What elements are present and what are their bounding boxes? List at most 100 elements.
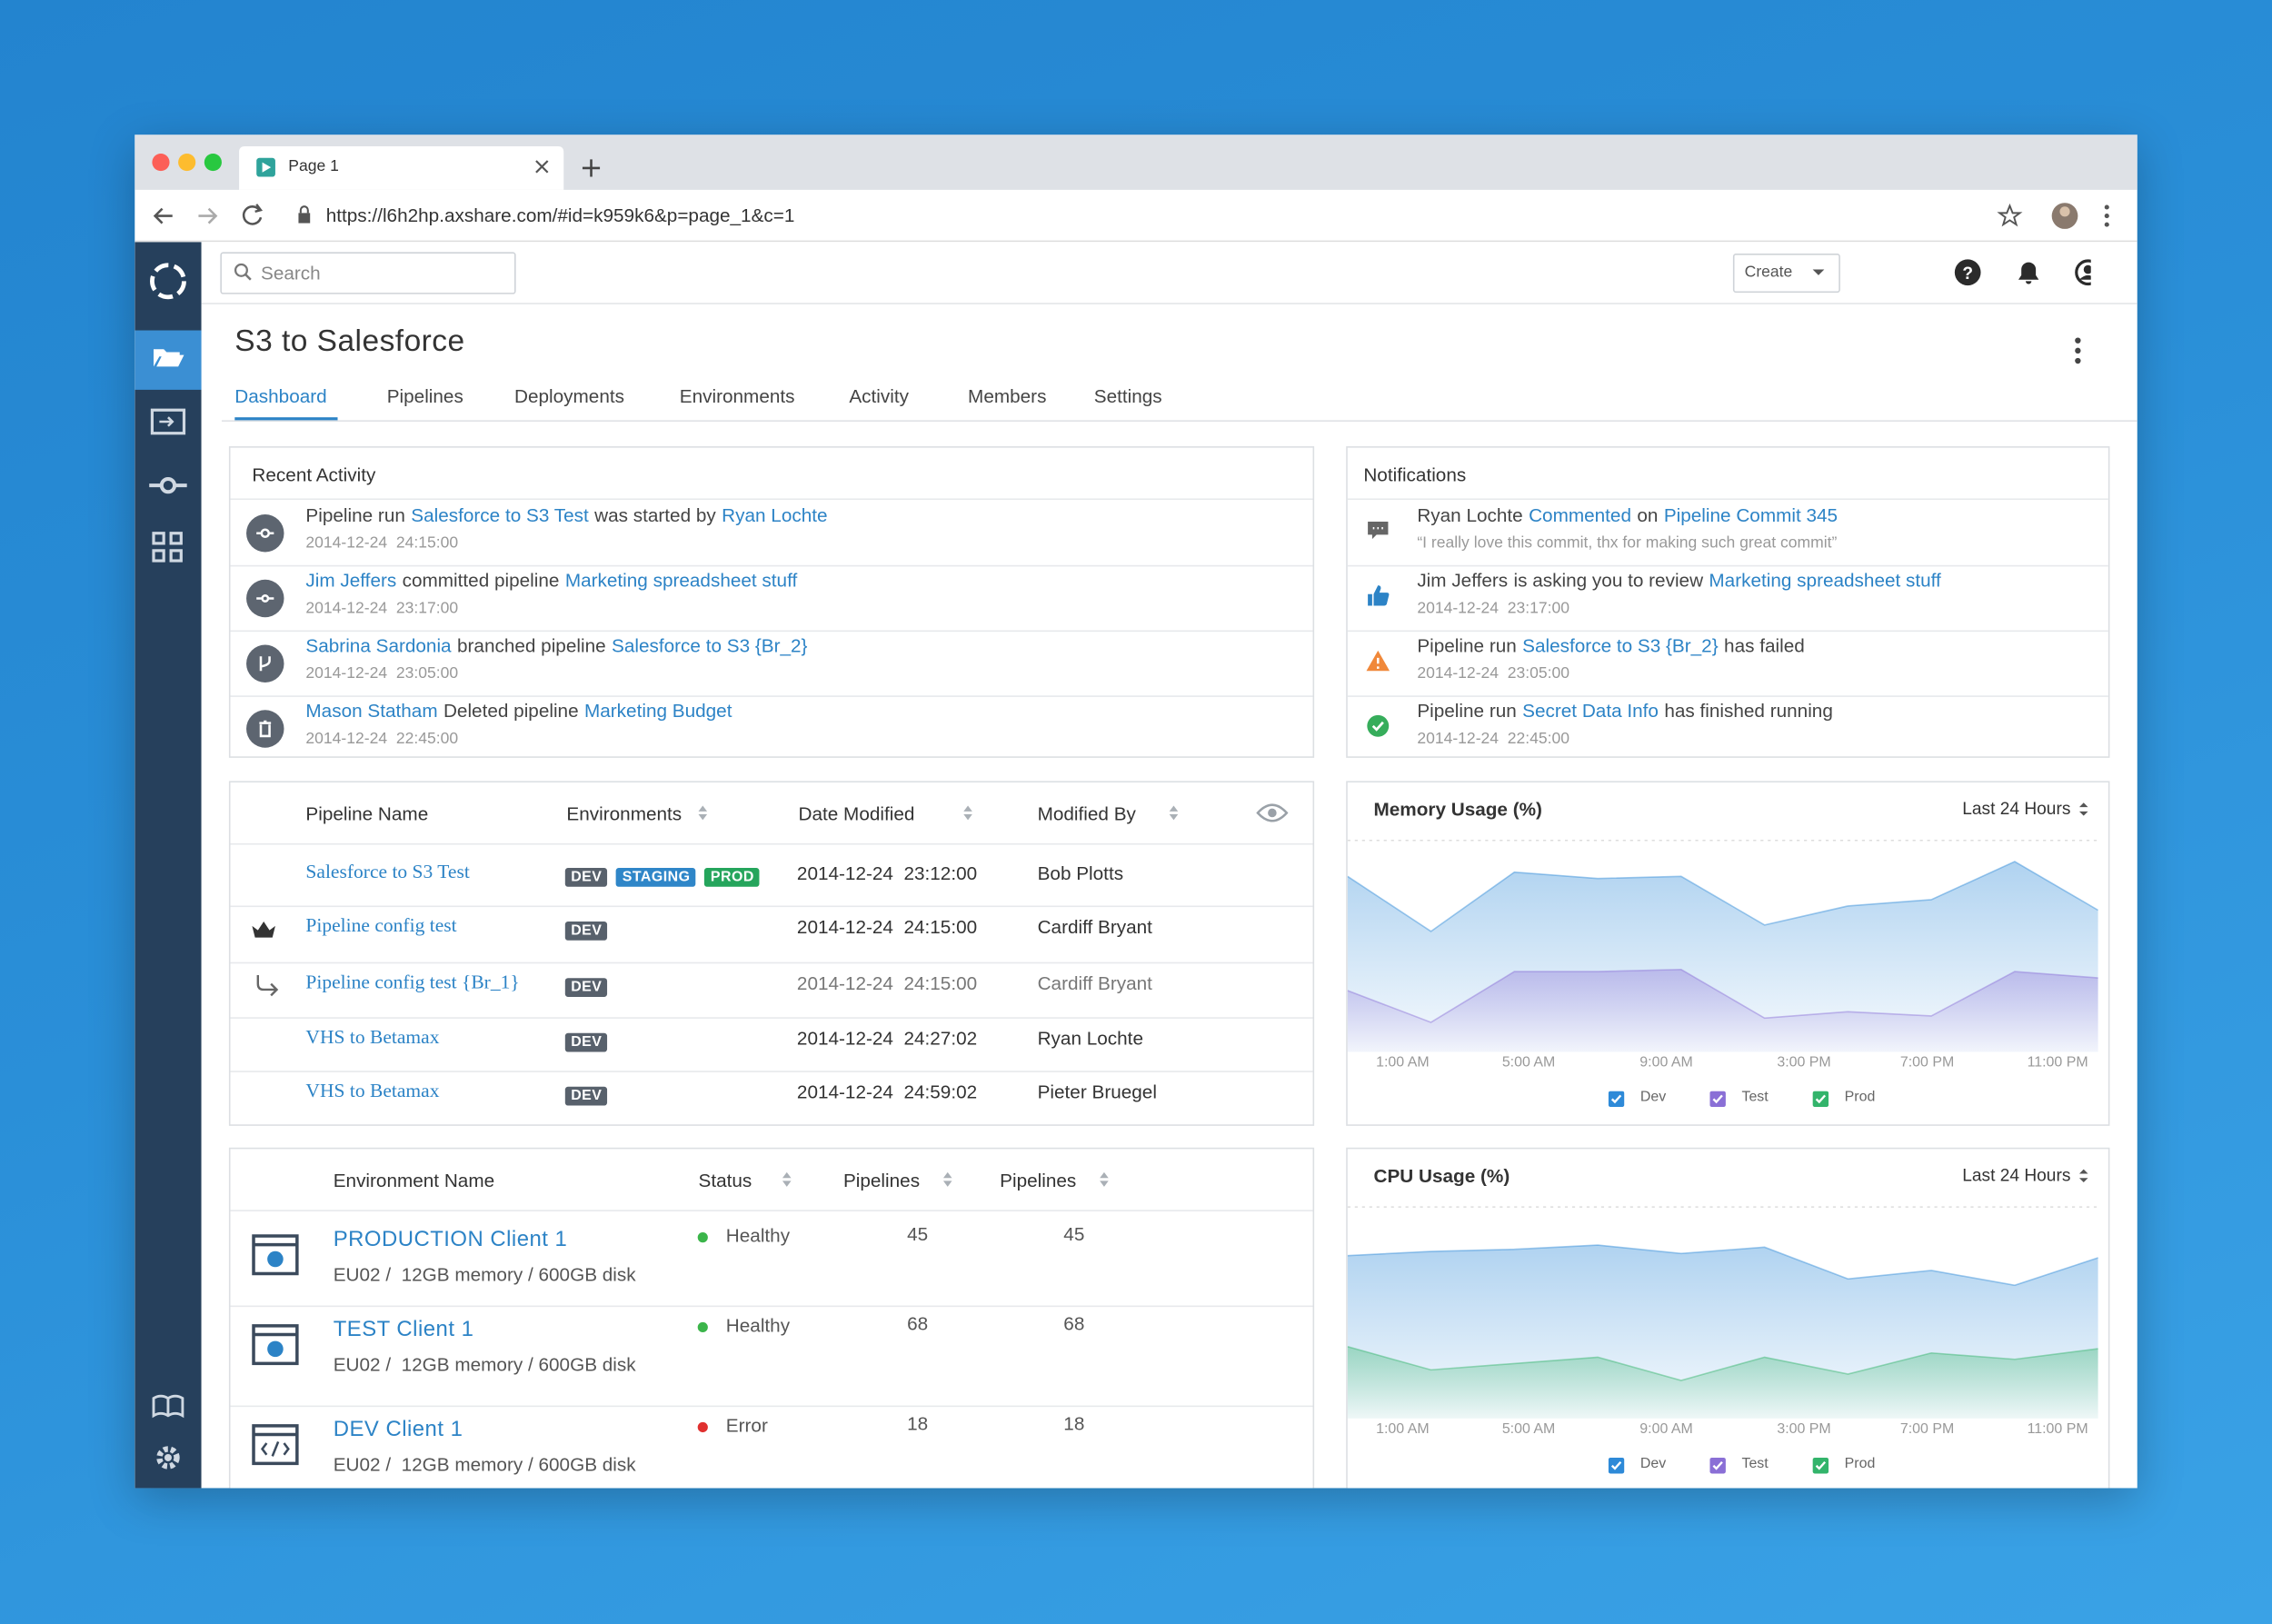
- icon-glyph: [259, 656, 271, 672]
- link: Ryan Lochte: [722, 503, 828, 526]
- item-text: Pipeline run Salesforce to S3 Test was sta…: [305, 504, 827, 526]
- x-axis-label: 9:00 AM: [1639, 1054, 1693, 1071]
- environment-tags: DEV STAGING PROD: [564, 862, 769, 889]
- activity-icon: [246, 644, 284, 682]
- x-axis-label: 7:00 PM: [1899, 1054, 1955, 1071]
- text: Pipeline run: [305, 503, 405, 526]
- tab[interactable]: Deployments: [514, 385, 624, 408]
- text: Pipeline run: [1417, 634, 1517, 657]
- dot: [697, 1321, 708, 1333]
- code: [260, 1440, 290, 1457]
- link: Salesforce to S3 Test: [411, 503, 589, 526]
- row-separator: [230, 564, 1313, 567]
- environment-tags: DEV: [564, 916, 617, 942]
- pipeline-name[interactable]: VHS to Betamax: [305, 1025, 440, 1048]
- sort-arrows: [1169, 805, 1179, 821]
- sidebar: [135, 242, 202, 1489]
- item-time: 2014-12-24 23:05:00: [1417, 664, 1570, 682]
- dot: [697, 1232, 708, 1243]
- environment-tag: STAGING: [616, 868, 696, 887]
- link: Marketing Budget: [583, 700, 732, 722]
- x-axis-label: 5:00 AM: [1501, 1421, 1556, 1438]
- text: Pipeline run: [1417, 700, 1517, 722]
- environment-name[interactable]: DEV Client 1: [333, 1417, 463, 1442]
- x-axis-label: 3:00 PM: [1777, 1054, 1831, 1071]
- create-button[interactable]: [1732, 254, 1840, 294]
- tab[interactable]: Environments: [679, 385, 795, 408]
- dot: [697, 1421, 708, 1433]
- icon-bg: [246, 579, 284, 618]
- range-select[interactable]: Last 24 Hours: [1962, 1164, 2071, 1186]
- modified-by: Bob Plotts: [1037, 862, 1124, 884]
- notifications-panel: Notifications Ryan Lochte Commented on Pipe…: [1346, 446, 2110, 758]
- view-icon[interactable]: [1256, 802, 1289, 822]
- text: Ryan Lochte: [1417, 503, 1523, 526]
- legend-label: Test: [1741, 1456, 1769, 1472]
- search-box[interactable]: [220, 252, 516, 294]
- tab[interactable]: Pipelines: [386, 385, 463, 408]
- item-time: 2014-12-24 23:17:00: [305, 600, 459, 618]
- url[interactable]: https://l6h2hp.axshare.com/#id=k959k6&p=…: [325, 204, 795, 226]
- tab[interactable]: Dashboard: [234, 385, 327, 408]
- legend-label: Test: [1741, 1089, 1769, 1106]
- pipelines-count: 18: [907, 1412, 929, 1435]
- activity-icon: [246, 579, 284, 618]
- column-header: Pipeline Name: [305, 802, 429, 825]
- item-time: 2014-12-24 22:45:00: [1417, 730, 1570, 748]
- pipeline-name[interactable]: Pipeline config test {Br_1}: [305, 971, 520, 993]
- icon-mark: [1371, 721, 1384, 732]
- link: Marketing spreadsheet stuff: [564, 569, 798, 592]
- sort-arrows: [782, 1171, 792, 1187]
- x-axis-label: 5:00 AM: [1501, 1054, 1556, 1071]
- crown: [252, 922, 275, 938]
- item-text: Pipeline run Secret Data Info has finished…: [1417, 700, 1833, 722]
- legend-checkbox[interactable]: [1709, 1457, 1726, 1474]
- icon-bg: [246, 710, 284, 748]
- legend-checkbox[interactable]: [1812, 1457, 1829, 1474]
- check: [1712, 1094, 1723, 1104]
- window: [252, 1424, 299, 1466]
- item-time: 2014-12-24 24:15:00: [305, 534, 459, 553]
- tab[interactable]: Members: [968, 385, 1047, 408]
- tab-title[interactable]: Page 1: [288, 157, 339, 175]
- x-axis-label: 9:00 AM: [1639, 1421, 1693, 1438]
- sort-arrows: [942, 1171, 952, 1187]
- item-text: Sabrina Sardonia branched pipeline Salesfo…: [305, 634, 807, 656]
- x-axis-label: 1:00 AM: [1376, 1054, 1430, 1071]
- text: committed pipeline: [402, 569, 560, 592]
- window: [252, 1234, 299, 1276]
- legend-checkbox[interactable]: [1608, 1091, 1625, 1108]
- x-axis-label: 11:00 PM: [2027, 1421, 2088, 1438]
- create-label: Create: [1744, 264, 1793, 282]
- tab[interactable]: Activity: [849, 385, 909, 408]
- environment-icon: [252, 1234, 299, 1276]
- date-modified: 2014-12-24 24:59:02: [796, 1081, 978, 1103]
- pipelines-table: Pipeline Name Environments Date Modified Mo…: [228, 781, 1315, 1126]
- legend-checkbox[interactable]: [1812, 1091, 1829, 1108]
- row-separator: [230, 1017, 1313, 1019]
- status-dot: [697, 1232, 708, 1243]
- date-modified: 2014-12-24 24:15:00: [796, 915, 978, 938]
- pipeline-name[interactable]: VHS to Betamax: [305, 1079, 440, 1101]
- arrows: [2078, 1169, 2088, 1183]
- pipeline-name[interactable]: Salesforce to S3 Test: [305, 861, 470, 882]
- text: was started by: [594, 503, 716, 526]
- environment-name[interactable]: TEST Client 1: [333, 1317, 474, 1342]
- item-text: Jim Jeffers committed pipeline Marketing s…: [305, 570, 797, 592]
- activity-icon: [246, 710, 284, 748]
- icon-glyph: [256, 528, 274, 538]
- range-arrows: [2078, 1169, 2088, 1183]
- check: [1712, 1460, 1723, 1470]
- item-time: 2014-12-24 23:17:00: [1417, 600, 1570, 618]
- range-select[interactable]: Last 24 Hours: [1962, 798, 2071, 819]
- item-time: “I really love this commit, thx for maki…: [1417, 534, 1838, 553]
- pipeline-name[interactable]: Pipeline config test: [305, 914, 457, 936]
- legend-checkbox[interactable]: [1608, 1457, 1625, 1474]
- more-menu[interactable]: [2070, 334, 2085, 369]
- tab[interactable]: Settings: [1093, 385, 1162, 408]
- row-separator: [230, 630, 1313, 633]
- x-axis-label: 7:00 PM: [1899, 1421, 1955, 1438]
- environment-name[interactable]: PRODUCTION Client 1: [333, 1227, 568, 1252]
- header-separator: [230, 842, 1313, 845]
- legend-checkbox[interactable]: [1709, 1091, 1726, 1108]
